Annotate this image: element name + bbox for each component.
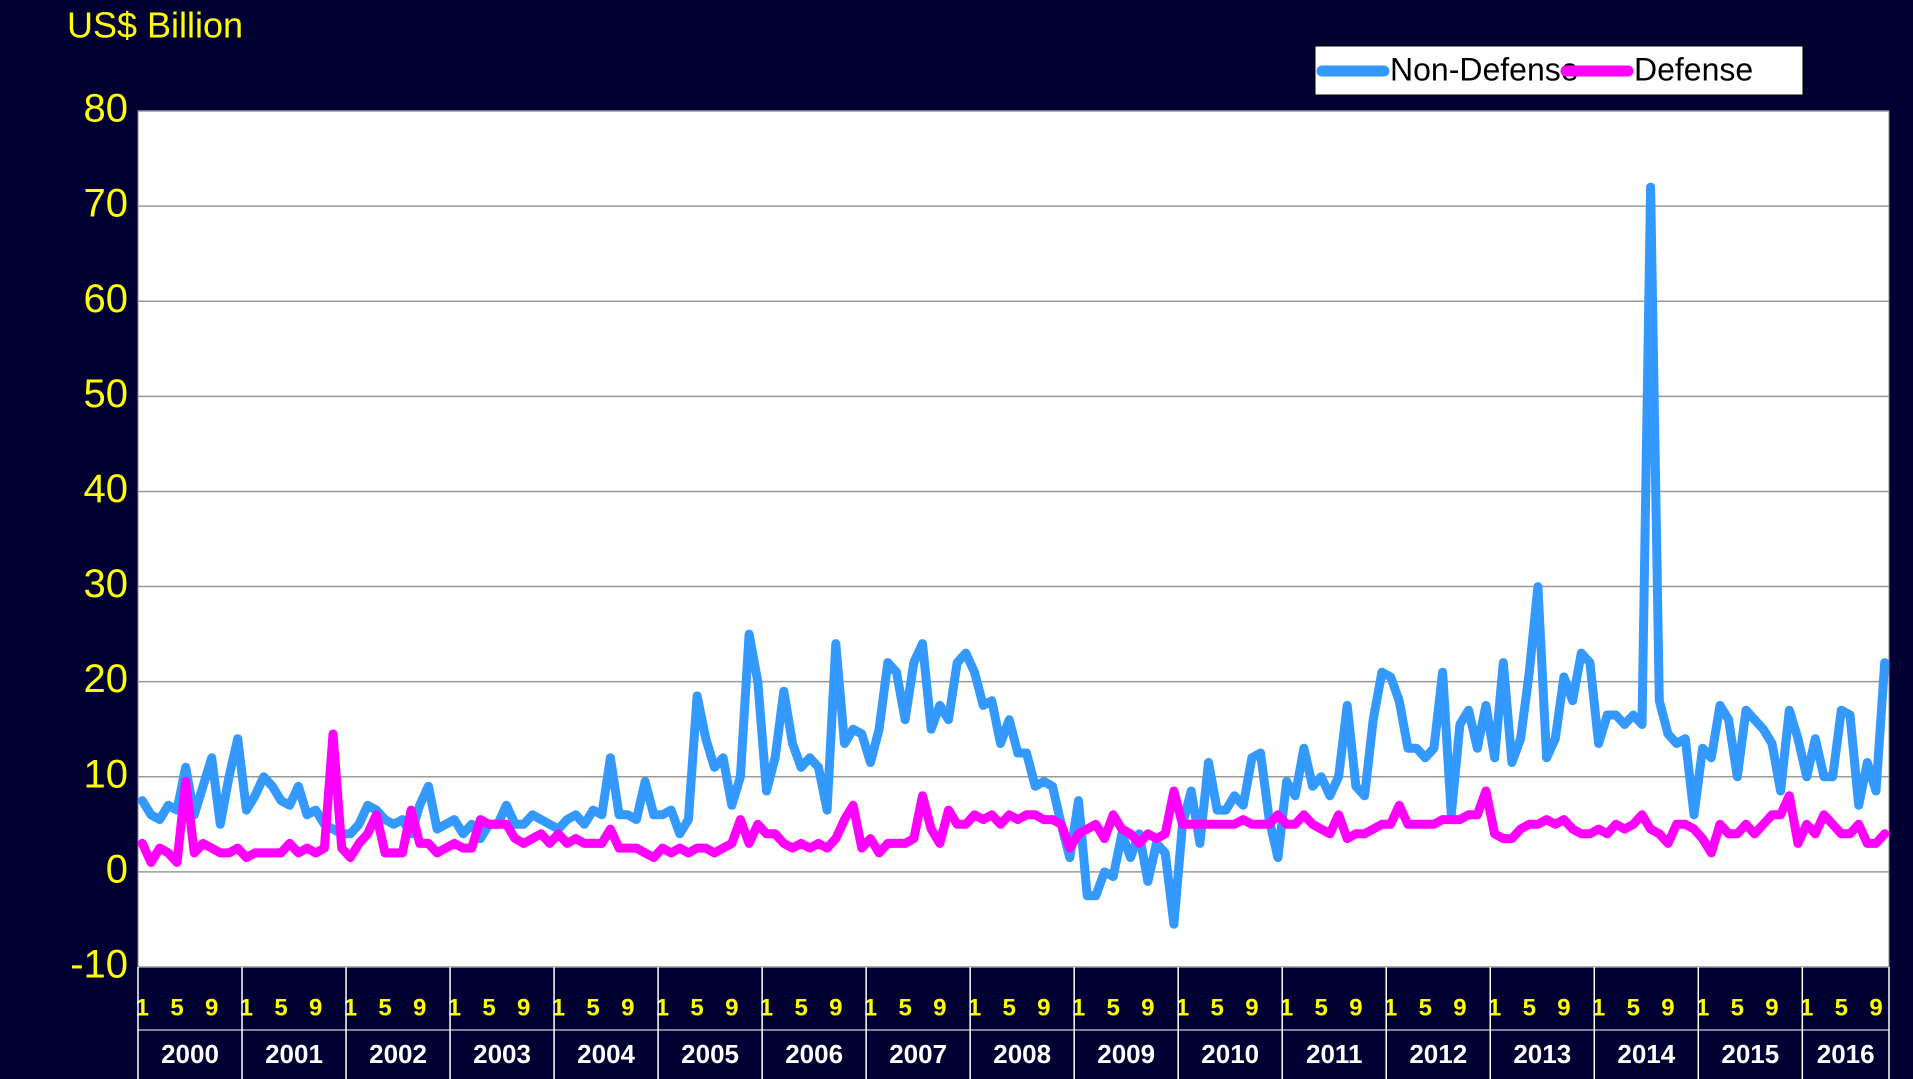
x-tick-label: 5	[1419, 994, 1432, 1021]
y-tick-label: 70	[84, 182, 129, 226]
series-line	[137, 182, 1890, 929]
x-tick-label: 5	[1627, 994, 1640, 1021]
x-tick-label: 9	[413, 994, 426, 1021]
y-tick-label: 80	[84, 87, 129, 131]
x-tick-label: 1	[864, 994, 877, 1021]
x-tick-label: 1	[1696, 994, 1709, 1021]
x-tick-label: 5	[482, 994, 495, 1021]
year-label: 2006	[785, 1039, 843, 1069]
x-tick-label: 5	[1211, 994, 1224, 1021]
year-label: 2007	[889, 1039, 947, 1069]
x-tick-label: 9	[309, 994, 322, 1021]
year-label: 2005	[681, 1039, 739, 1069]
year-label: 2010	[1201, 1039, 1259, 1069]
x-tick-label: 1	[968, 994, 981, 1021]
x-tick-label: 9	[1869, 994, 1882, 1021]
x-tick-label: 5	[690, 994, 703, 1021]
year-label: 2000	[161, 1039, 219, 1069]
x-tick-label: 5	[274, 994, 287, 1021]
x-tick-label: 1	[448, 994, 461, 1021]
x-tick-label: 1	[240, 994, 253, 1021]
y-tick-label: 50	[84, 372, 129, 416]
x-tick-label: 1	[1176, 994, 1189, 1021]
x-tick-label: 9	[1037, 994, 1050, 1021]
x-tick-label: 1	[1800, 994, 1813, 1021]
x-tick-label: 1	[656, 994, 669, 1021]
x-tick-label: 9	[829, 994, 842, 1021]
plot-area	[137, 110, 1890, 968]
x-tick-label: 1	[136, 994, 149, 1021]
y-tick-label: 60	[84, 277, 129, 321]
x-tick-label: 5	[1523, 994, 1536, 1021]
x-tick-label: 5	[1731, 994, 1744, 1021]
axis-title: US$ Billion	[67, 5, 243, 46]
x-tick-label: 1	[1592, 994, 1605, 1021]
legend	[1314, 45, 1804, 96]
x-tick-label: 9	[1245, 994, 1258, 1021]
year-label: 2013	[1513, 1039, 1571, 1069]
x-tick-label: 9	[1453, 994, 1466, 1021]
x-tick-label: 1	[1280, 994, 1293, 1021]
year-label: 2015	[1721, 1039, 1779, 1069]
y-tick-label: -10	[70, 943, 128, 987]
x-tick-label: 9	[1141, 994, 1154, 1021]
x-tick-label: 5	[898, 994, 911, 1021]
y-tick-label: 40	[84, 467, 129, 511]
y-tick-label: 30	[84, 562, 129, 606]
year-label: 2016	[1817, 1039, 1875, 1069]
legend-label: Defense	[1634, 51, 1753, 87]
year-label: 2011	[1306, 1039, 1362, 1069]
x-tick-label: 9	[621, 994, 634, 1021]
x-tick-label: 1	[1384, 994, 1397, 1021]
x-tick-label: 9	[725, 994, 738, 1021]
x-tick-label: 5	[1107, 994, 1120, 1021]
x-tick-label: 9	[1661, 994, 1674, 1021]
x-tick-label: 5	[170, 994, 183, 1021]
y-tick-label: 20	[84, 657, 129, 701]
year-label: 2003	[473, 1039, 531, 1069]
year-label: 2012	[1409, 1039, 1467, 1069]
x-tick-label: 5	[1002, 994, 1015, 1021]
year-label: 2008	[993, 1039, 1051, 1069]
year-label: 2014	[1617, 1039, 1675, 1069]
x-tick-label: 1	[1072, 994, 1085, 1021]
legend-label: Non-Defense	[1390, 51, 1579, 87]
x-tick-label: 5	[794, 994, 807, 1021]
x-tick-label: 5	[586, 994, 599, 1021]
x-tick-label: 1	[344, 994, 357, 1021]
x-tick-label: 9	[933, 994, 946, 1021]
year-label: 2002	[369, 1039, 427, 1069]
x-tick-label: 1	[1488, 994, 1501, 1021]
x-tick-label: 5	[378, 994, 391, 1021]
x-tick-label: 9	[1557, 994, 1570, 1021]
y-tick-label: 0	[106, 847, 128, 891]
year-label: 2004	[577, 1039, 635, 1069]
year-label: 2009	[1097, 1039, 1155, 1069]
x-tick-label: 9	[517, 994, 530, 1021]
year-label: 2001	[265, 1039, 323, 1069]
x-tick-label: 9	[205, 994, 218, 1021]
series-line	[137, 729, 1890, 867]
x-tick-label: 9	[1349, 994, 1362, 1021]
y-tick-label: 10	[84, 752, 129, 796]
x-tick-label: 9	[1765, 994, 1778, 1021]
x-tick-label: 5	[1835, 994, 1848, 1021]
x-tick-label: 5	[1315, 994, 1328, 1021]
x-tick-label: 1	[552, 994, 565, 1021]
x-tick-label: 1	[760, 994, 773, 1021]
